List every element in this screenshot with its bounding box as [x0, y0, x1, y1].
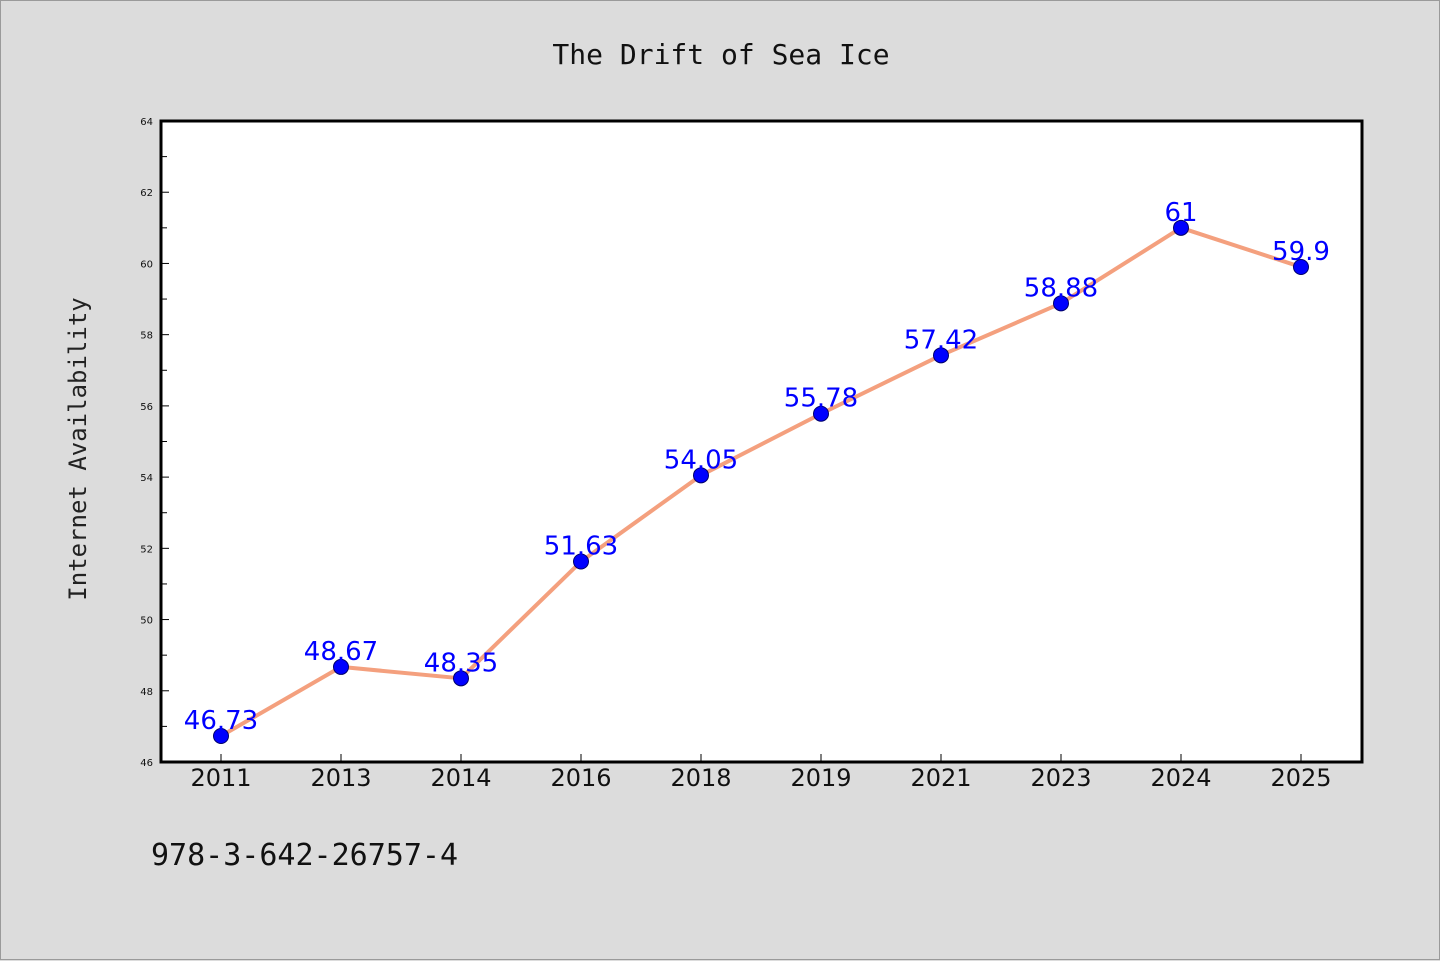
x-tick-label: 2014 — [430, 764, 491, 792]
y-axis-label: Internet Availability — [64, 297, 92, 600]
y-tick-label: 50 — [140, 616, 153, 627]
x-tick-label: 2011 — [190, 764, 251, 792]
data-point — [333, 658, 349, 675]
data-label: 48.67 — [304, 637, 378, 667]
data-label: 51.63 — [544, 532, 618, 562]
data-label: 59.9 — [1272, 237, 1330, 267]
data-point — [1053, 295, 1069, 312]
data-point — [573, 553, 589, 570]
data-point — [813, 405, 829, 422]
isbn-footer: 978-3-642-26757-4 — [151, 838, 458, 873]
series-line — [219, 225, 1303, 739]
x-axis: 2011 2013 2014 2016 2018 2019 2021 2023 2024 2025 — [190, 754, 1332, 792]
y-tick-label: 64 — [140, 117, 153, 128]
x-tick-label: 2013 — [310, 764, 371, 792]
data-series: 46.73 48.67 48.35 51.63 54.05 55.78 57.42 58.88… — [184, 198, 1330, 745]
x-tick-label: 2024 — [1150, 764, 1211, 792]
data-label: 57.42 — [904, 325, 978, 355]
y-tick-label: 46 — [140, 758, 153, 769]
x-tick-label: 2021 — [910, 764, 971, 792]
data-label: 54.05 — [664, 445, 738, 475]
x-tick-label: 2016 — [550, 764, 611, 792]
x-tick-label: 2023 — [1030, 764, 1091, 792]
y-tick-label: 60 — [140, 259, 153, 270]
data-label: 58.88 — [1024, 273, 1098, 303]
plot-area — [159, 119, 1364, 764]
data-label: 48.35 — [424, 648, 498, 678]
y-tick-label: 58 — [140, 331, 153, 342]
data-point — [453, 670, 469, 687]
data-point — [933, 347, 949, 364]
y-tick-label: 56 — [140, 402, 153, 413]
data-label: 61 — [1164, 198, 1197, 228]
x-tick-label: 2025 — [1270, 764, 1331, 792]
data-label: 46.73 — [184, 706, 258, 736]
data-point — [693, 467, 709, 484]
y-tick-label: 62 — [140, 188, 153, 199]
y-tick-label: 52 — [140, 544, 153, 555]
data-point — [213, 728, 229, 745]
y-tick-label: 48 — [140, 687, 153, 698]
x-tick-label: 2018 — [670, 764, 731, 792]
data-point — [1293, 259, 1309, 276]
chart-title: The Drift of Sea Ice — [552, 38, 889, 71]
y-tick-label: 54 — [140, 473, 153, 484]
x-tick-label: 2019 — [790, 764, 851, 792]
data-label: 55.78 — [784, 384, 858, 414]
data-point — [1173, 219, 1189, 236]
y-axis: 46 48 50 52 54 56 58 60 62 64 — [140, 117, 169, 769]
